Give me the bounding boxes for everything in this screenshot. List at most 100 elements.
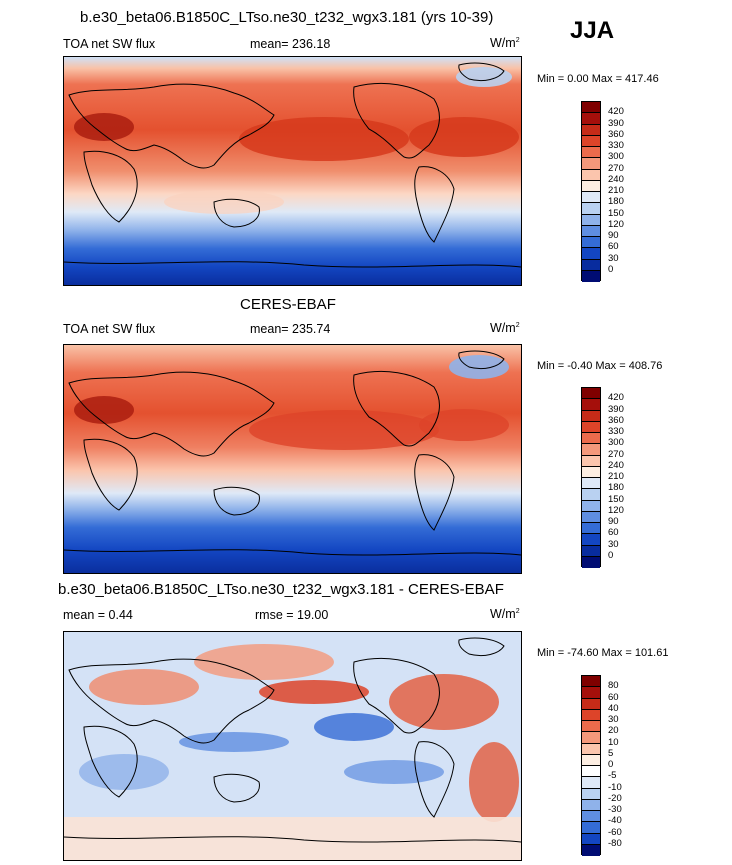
colorbar-tick-label: 150 bbox=[608, 493, 624, 505]
panel1-map bbox=[63, 56, 522, 286]
colorbar-swatch bbox=[582, 844, 600, 856]
colorbar-tick-label: 80 bbox=[608, 680, 619, 692]
colorbar-swatch bbox=[582, 545, 600, 557]
colorbar-swatch bbox=[582, 766, 600, 778]
colorbar-swatch bbox=[582, 421, 600, 433]
panel2-units: W/m2 bbox=[490, 321, 520, 335]
colorbar-tick-label: 270 bbox=[608, 448, 624, 460]
colorbar-swatch bbox=[582, 388, 600, 400]
panel1-mean-label: mean= 236.18 bbox=[250, 37, 331, 51]
colorbar-tick-label: 20 bbox=[608, 725, 619, 737]
colorbar-swatch bbox=[582, 225, 600, 237]
colorbar-tick-label: 90 bbox=[608, 516, 619, 527]
colorbar-tick-label: 180 bbox=[608, 482, 624, 494]
colorbar-tick-label: 90 bbox=[608, 230, 619, 241]
colorbar-tick-label: 330 bbox=[608, 426, 624, 437]
panel3-rmse-label: rmse = 19.00 bbox=[255, 608, 329, 622]
colorbar-swatch bbox=[582, 709, 600, 721]
panel1-units: W/m2 bbox=[490, 36, 520, 50]
colorbar-tick-label: 30 bbox=[608, 714, 619, 725]
panel3-units: W/m2 bbox=[490, 607, 520, 621]
colorbar-swatch bbox=[582, 743, 600, 755]
colorbar-tick-label: 300 bbox=[608, 437, 624, 449]
colorbar-swatch bbox=[582, 410, 600, 422]
colorbar-swatch bbox=[582, 433, 600, 445]
colorbar-tick-label: 180 bbox=[608, 196, 624, 208]
colorbar-tick-label: 10 bbox=[608, 736, 619, 748]
colorbar-swatch bbox=[582, 466, 600, 478]
colorbar-swatch bbox=[582, 135, 600, 147]
colorbar-swatch bbox=[582, 732, 600, 744]
colorbar-tick-label: 360 bbox=[608, 414, 624, 426]
colorbar-swatch bbox=[582, 270, 600, 282]
panel2-title: CERES-EBAF bbox=[240, 296, 336, 313]
colorbar-tick-label: 300 bbox=[608, 151, 624, 163]
panel1-minmax: Min = 0.00 Max = 417.46 bbox=[537, 73, 659, 85]
colorbar-swatch bbox=[582, 399, 600, 411]
colorbar-tick-label: 60 bbox=[608, 527, 619, 539]
colorbar-tick-label: 0 bbox=[608, 263, 614, 275]
colorbar-swatch bbox=[582, 192, 600, 204]
colorbar-swatch bbox=[582, 489, 600, 501]
colorbar-tick-label: 390 bbox=[608, 403, 624, 415]
colorbar-tick-label: 360 bbox=[608, 128, 624, 140]
colorbar-tick-label: 120 bbox=[608, 218, 624, 230]
colorbar-tick-label: 120 bbox=[608, 504, 624, 516]
colorbar-tick-label: 30 bbox=[608, 538, 619, 550]
colorbar-swatch bbox=[582, 500, 600, 512]
colorbar-swatch bbox=[582, 214, 600, 226]
colorbar-tick-label: -10 bbox=[608, 781, 622, 793]
colorbar-swatch bbox=[582, 833, 600, 845]
colorbar-swatch bbox=[582, 158, 600, 170]
colorbar-swatch bbox=[582, 455, 600, 467]
colorbar-tick-label: -60 bbox=[608, 826, 622, 838]
panel2-minmax: Min = -0.40 Max = 408.76 bbox=[537, 360, 663, 372]
colorbar-swatch bbox=[582, 754, 600, 766]
colorbar-tick-label: 0 bbox=[608, 759, 614, 770]
colorbar-swatch bbox=[582, 444, 600, 456]
colorbar-tick-label: -30 bbox=[608, 804, 622, 815]
colorbar-swatch bbox=[582, 113, 600, 125]
colorbar-swatch bbox=[582, 169, 600, 181]
colorbar-swatch bbox=[582, 534, 600, 546]
colorbar-tick-label: 390 bbox=[608, 117, 624, 129]
colorbar-tick-label: -5 bbox=[608, 770, 617, 782]
panel3-mean-label: mean = 0.44 bbox=[63, 608, 133, 622]
colorbar-swatch bbox=[582, 698, 600, 710]
panel2-mean-label: mean= 235.74 bbox=[250, 322, 331, 336]
colorbar-swatch bbox=[582, 687, 600, 699]
colorbar-swatch bbox=[582, 124, 600, 136]
colorbar-tick-label: -80 bbox=[608, 837, 622, 849]
colorbar-tick-label: 330 bbox=[608, 140, 624, 151]
panel3-minmax: Min = -74.60 Max = 101.61 bbox=[537, 647, 669, 659]
colorbar-tick-label: 210 bbox=[608, 185, 624, 196]
colorbar-swatch bbox=[582, 556, 600, 568]
panel3-map bbox=[63, 631, 522, 861]
colorbar-tick-label: 150 bbox=[608, 207, 624, 219]
colorbar-swatch bbox=[582, 511, 600, 523]
season-label: JJA bbox=[570, 17, 615, 44]
colorbar-tick-label: 60 bbox=[608, 241, 619, 253]
colorbar-swatch bbox=[582, 523, 600, 535]
colorbar-swatch bbox=[582, 777, 600, 789]
colorbar-swatch bbox=[582, 147, 600, 159]
colorbar-swatch bbox=[582, 721, 600, 733]
colorbar-swatch bbox=[582, 788, 600, 800]
colorbar-swatch bbox=[582, 259, 600, 271]
panel1-title: b.e30_beta06.B1850C_LTso.ne30_t232_wgx3.… bbox=[80, 9, 494, 26]
colorbar-swatch bbox=[582, 203, 600, 215]
colorbar-tick-label: 210 bbox=[608, 471, 624, 482]
colorbar-tick-label: 0 bbox=[608, 549, 614, 561]
panel3-title: b.e30_beta06.B1850C_LTso.ne30_t232_wgx3.… bbox=[58, 581, 504, 598]
colorbar-swatch bbox=[582, 180, 600, 192]
colorbar-tick-label: -40 bbox=[608, 815, 622, 827]
colorbar-tick-label: 270 bbox=[608, 162, 624, 174]
colorbar-swatch bbox=[582, 799, 600, 811]
colorbar-tick-label: 5 bbox=[608, 747, 614, 759]
panel2-variable-label: TOA net SW flux bbox=[63, 322, 156, 336]
colorbar-tick-label: 420 bbox=[608, 106, 624, 118]
colorbar-swatch bbox=[582, 676, 600, 688]
colorbar-swatch bbox=[582, 822, 600, 834]
colorbar-swatch bbox=[582, 102, 600, 114]
colorbar-swatch bbox=[582, 248, 600, 260]
